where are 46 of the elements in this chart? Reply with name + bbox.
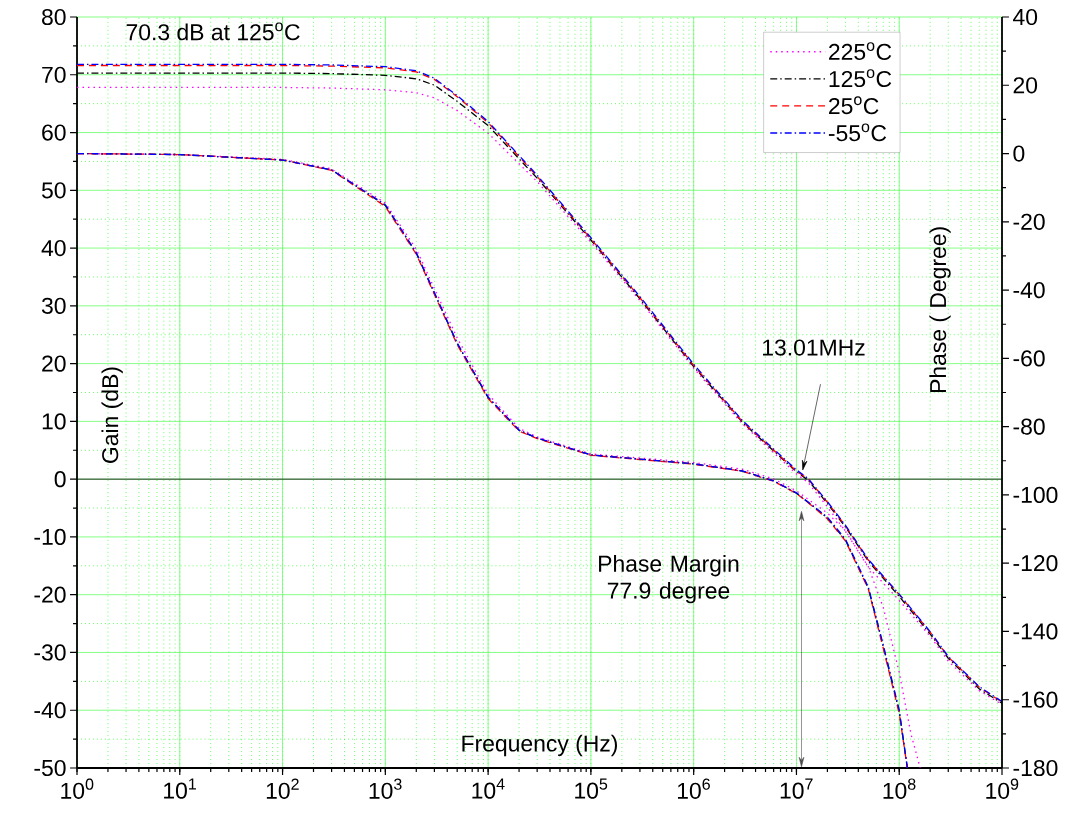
x-tick-label: 10$^{2}$ bbox=[266, 778, 299, 799]
y-tick-label: -10 bbox=[34, 528, 66, 546]
x-tick-label: 10$^{5}$ bbox=[575, 778, 608, 799]
x-tick-label: 10$^{8}$ bbox=[883, 778, 916, 799]
y-tick-label: 30 bbox=[41, 297, 66, 314]
x-tick-label: 10$^{0}$ bbox=[61, 778, 94, 799]
y2-tick-label: 0 bbox=[1013, 145, 1025, 162]
y2-tick-label: 20 bbox=[1013, 77, 1038, 94]
legend-label: 125$^{o}$C bbox=[829, 69, 892, 88]
y-tick-label: -20 bbox=[34, 586, 66, 603]
y-tick-label: 40 bbox=[41, 239, 66, 257]
y2-tick-label: -120 bbox=[1013, 555, 1058, 572]
y2-tick-label: -140 bbox=[1013, 623, 1058, 640]
x-tick-label: 10$^{3}$ bbox=[369, 778, 402, 799]
y2-axis-title: Phase ( Degree) bbox=[929, 227, 951, 393]
y-tick-label: 50 bbox=[41, 182, 66, 199]
x-tick-label: 10$^{6}$ bbox=[677, 778, 710, 799]
y2-tick-label: -20 bbox=[1013, 213, 1045, 230]
y-tick-label: -50 bbox=[34, 759, 66, 777]
y-tick-label: 70 bbox=[42, 66, 66, 83]
x-tick-label: 10$^{1}$ bbox=[164, 778, 196, 799]
y2-tick-label: 40 bbox=[1013, 8, 1038, 26]
y-tick-label: 20 bbox=[42, 355, 66, 372]
annotation: 70.3 dB at 125$^{o}$C bbox=[126, 22, 300, 41]
y-tick-label: 60 bbox=[42, 124, 66, 141]
y2-tick-label: -180 bbox=[1013, 759, 1058, 777]
y-tick-label: -30 bbox=[34, 644, 66, 661]
x-tick-label: 10$^{9}$ bbox=[986, 778, 1019, 799]
y2-tick-label: -80 bbox=[1013, 418, 1045, 435]
y-tick-label: 10 bbox=[42, 413, 66, 430]
x-tick-label: 10$^{7}$ bbox=[780, 778, 813, 799]
y2-tick-label: -160 bbox=[1013, 691, 1058, 708]
x-tick-label: 10$^{4}$ bbox=[472, 778, 505, 799]
y2-tick-label: -100 bbox=[1013, 486, 1058, 504]
y2-tick-label: -40 bbox=[1013, 281, 1045, 299]
legend-label: 225$^{o}$C bbox=[829, 42, 892, 61]
y-tick-label: 80 bbox=[42, 8, 66, 26]
annotation: Phase Margin 77.9 degree bbox=[599, 555, 739, 604]
legend-label: 25$^{o}$C bbox=[829, 96, 879, 115]
y-axis-title: Gain (dB) bbox=[101, 367, 123, 463]
legend-label: -55$^{o}$C bbox=[828, 123, 887, 142]
x-axis-title: Frequency (Hz) bbox=[462, 734, 617, 757]
y2-tick-label: -60 bbox=[1013, 350, 1045, 367]
y-tick-label: -40 bbox=[34, 702, 66, 719]
y-tick-label: 0 bbox=[54, 471, 66, 488]
annotation: 13.01MHz bbox=[763, 339, 865, 356]
